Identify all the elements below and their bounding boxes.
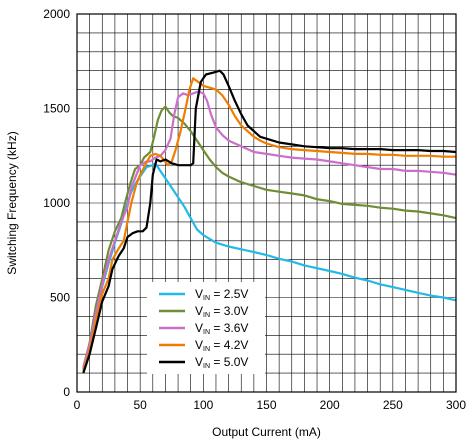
y-tick-label: 1500	[43, 102, 70, 116]
x-tick-label: 250	[383, 398, 403, 412]
x-tick-label: 300	[446, 398, 466, 412]
legend: VIN = 2.5V VIN = 3.0V VIN = 3.6V VIN = 4.2V…	[147, 282, 265, 374]
x-tick-label: 100	[193, 398, 213, 412]
legend-entry: VIN = 3.6V	[195, 321, 248, 336]
legend-entry: VIN = 2.5V	[195, 287, 248, 302]
plot-frame	[76, 13, 457, 393]
x-axis-title: Output Current (mA)	[212, 425, 321, 439]
legend-entry: VIN = 5.0V	[195, 355, 248, 370]
y-tick-label: 0	[63, 385, 70, 399]
y-tick-label: 500	[50, 291, 70, 305]
series-line	[82, 105, 457, 368]
series-line	[82, 90, 457, 368]
y-tick-label: 1000	[43, 196, 70, 210]
x-tick-label: 0	[74, 398, 81, 412]
grid	[77, 14, 456, 392]
series-line	[82, 69, 457, 374]
series-line	[82, 162, 457, 370]
legend-entry: VIN = 4.2V	[195, 338, 248, 353]
x-tick-label: 50	[133, 398, 147, 412]
x-tick-label: 200	[320, 398, 340, 412]
y-axis-title: Switching Frequency (kHz)	[5, 131, 19, 274]
legend-entry: VIN = 3.0V	[195, 304, 248, 319]
y-tick-label: 2000	[43, 7, 70, 21]
series-line	[82, 77, 456, 372]
x-tick-label: 150	[256, 398, 276, 412]
series-layer	[82, 69, 457, 374]
tick-labels: 0 50 100 150 200 250 300 0 500 1000 1500 2000	[43, 7, 466, 412]
